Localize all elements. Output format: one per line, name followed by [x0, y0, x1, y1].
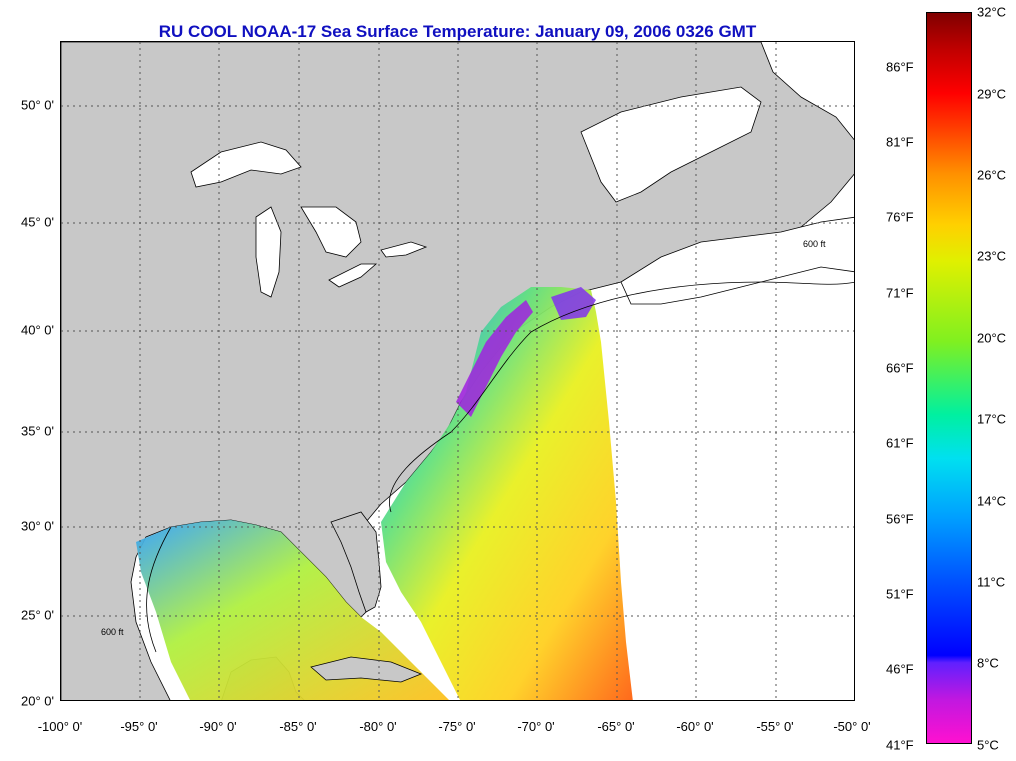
cuba-land: [310, 656, 423, 683]
fahrenheit-label: 61°F: [886, 435, 914, 451]
north-america-land: [61, 42, 854, 700]
contour-label: 600 ft: [101, 627, 124, 637]
graticule: [61, 42, 854, 700]
latitude-label: 25° 0': [21, 607, 54, 623]
fahrenheit-label: 71°F: [886, 285, 914, 301]
celsius-label: 32°C: [977, 4, 1007, 20]
shelf-area: [620, 216, 854, 305]
latitude-label: 30° 0': [21, 518, 54, 534]
fahrenheit-label: 41°F: [886, 737, 914, 753]
latitude-label: 45° 0': [21, 214, 54, 230]
longitude-label: -85° 0': [279, 719, 317, 734]
fahrenheit-label: 46°F: [886, 661, 914, 677]
fahrenheit-label: 66°F: [886, 360, 914, 376]
longitude-label: -55° 0': [756, 719, 794, 734]
longitude-label: -95° 0': [120, 719, 158, 734]
lake-huron: [300, 206, 362, 258]
lake-michigan: [255, 206, 282, 298]
celsius-label: 23°C: [977, 248, 1007, 264]
temperature-colorbar: [926, 12, 972, 744]
celsius-label: 11°C: [977, 574, 1006, 590]
sst-swath-gulf: [136, 520, 449, 700]
celsius-label: 17°C: [977, 411, 1007, 427]
longitude-label: -65° 0': [597, 719, 635, 734]
longitude-label: -80° 0': [359, 719, 397, 734]
depth-contour: [146, 281, 854, 653]
latitude-label: 20° 0': [21, 693, 54, 709]
longitude-label: -100° 0': [37, 719, 83, 734]
latitude-label: 40° 0': [21, 322, 54, 338]
florida-land: [330, 511, 382, 613]
celsius-label: 20°C: [977, 330, 1007, 346]
st-lawrence: [580, 86, 762, 203]
celsius-label: 26°C: [977, 167, 1007, 183]
celsius-label: 8°C: [977, 655, 999, 671]
fahrenheit-label: 81°F: [886, 134, 914, 150]
longitude-label: -60° 0': [676, 719, 714, 734]
contour-label: 600 ft: [803, 239, 826, 249]
celsius-label: 5°C: [977, 737, 999, 753]
cold-coastal-band: [456, 300, 533, 417]
lake-ontario: [380, 241, 428, 258]
lake-erie: [328, 263, 378, 288]
celsius-label: 29°C: [977, 86, 1007, 102]
sst-swath-atlantic: [381, 287, 633, 700]
latitude-label: 50° 0': [21, 97, 54, 113]
fahrenheit-label: 56°F: [886, 511, 914, 527]
sst-map: 600 ft 600 ft: [60, 41, 855, 701]
celsius-label: 14°C: [977, 493, 1007, 509]
map-title: RU COOL NOAA-17 Sea Surface Temperature:…: [158, 22, 757, 41]
fahrenheit-label: 76°F: [886, 209, 914, 225]
longitude-label: -90° 0': [199, 719, 237, 734]
longitude-label: -50° 0': [833, 719, 871, 734]
longitude-label: -70° 0': [517, 719, 555, 734]
cold-shelf-patch: [551, 287, 596, 320]
fahrenheit-label: 86°F: [886, 59, 914, 75]
latitude-label: 35° 0': [21, 423, 54, 439]
map-canvas: 600 ft 600 ft: [61, 42, 854, 700]
longitude-label: -75° 0': [438, 719, 476, 734]
fahrenheit-label: 51°F: [886, 586, 914, 602]
